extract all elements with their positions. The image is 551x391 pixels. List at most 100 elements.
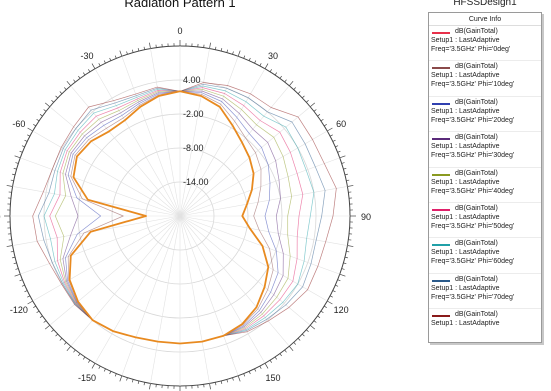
angle-tick (63, 342, 67, 345)
legend-entry: dB(GainTotal) Setup1 : LastAdaptive Freq='… (429, 203, 541, 239)
angle-tick (306, 329, 309, 333)
legend-entry-freq: Freq='3.5GHz' Phi='60deg' (431, 258, 515, 266)
angle-tick (337, 279, 341, 282)
legend-swatch (432, 102, 450, 105)
legend-entry-setup: Setup1 : LastAdaptive (431, 37, 500, 44)
angle-tick (320, 118, 324, 122)
legend-entry: dB(GainTotal) Setup1 : LastAdaptive Freq='… (429, 274, 541, 310)
angle-tick (13, 167, 17, 170)
angle-tick (66, 346, 71, 352)
angle-tick (243, 55, 246, 59)
angle-tick (27, 300, 33, 305)
angle-tick (109, 57, 112, 61)
angle-spoke (49, 215, 181, 326)
legend-entry-name: dB(GainTotal) (455, 63, 498, 71)
angle-tick (269, 359, 272, 363)
series-curve-9 (68, 90, 270, 345)
angle-tick (55, 95, 58, 99)
legend-entry-name: dB(GainTotal) (455, 98, 498, 106)
legend-entry-setup: Setup1 : LastAdaptive (431, 72, 500, 80)
angle-spoke (179, 68, 266, 217)
angle-spoke (150, 215, 181, 384)
legend-entry-freq: Freq='3.5GHz' Phi='50deg' (431, 222, 515, 230)
angle-tick (103, 60, 106, 64)
angle-spoke (179, 215, 266, 364)
angle-tick (310, 325, 316, 330)
angle-tick (343, 167, 347, 170)
angle-tick (279, 353, 282, 357)
angle-spoke (94, 68, 181, 217)
legend-entry: dB(GainTotal) Setup1 : LastAdaptive Freq='… (429, 26, 541, 62)
angle-tick (329, 134, 333, 137)
angle-tick (306, 99, 309, 103)
angle-tick (15, 162, 19, 164)
angle-tick (126, 377, 128, 381)
angle-tick (332, 290, 336, 293)
angle-spoke (20, 215, 181, 275)
angle-tick (109, 371, 112, 375)
angle-tick (248, 57, 251, 61)
polar-curves (32, 82, 337, 345)
angle-tick (51, 329, 54, 333)
angle-tick (82, 356, 86, 360)
angle-label: -150 (78, 373, 96, 383)
angle-tick (317, 114, 321, 117)
angle-tick (88, 359, 91, 363)
angle-tick (327, 300, 333, 305)
angle-tick (36, 310, 40, 314)
angle-tick (137, 380, 140, 384)
angle-tick (259, 365, 262, 369)
angle-spoke (179, 215, 239, 376)
legend-entry-setup: Setup1 : LastAdaptive (431, 107, 500, 115)
angle-spoke (32, 130, 181, 217)
angle-tick (143, 46, 145, 50)
angle-tick (21, 284, 25, 287)
legend-swatch (432, 208, 450, 211)
angle-spoke (94, 215, 181, 364)
legend-list: dB(GainTotal) Setup1 : LastAdaptive Freq='… (429, 26, 541, 342)
angle-tick (10, 179, 14, 181)
angle-tick (332, 139, 336, 142)
angle-tick (19, 150, 23, 153)
legend-entry-setup: Setup1 : LastAdaptive (431, 284, 500, 292)
legend-entry: dB(GainTotal) Setup1 : LastAdaptive Freq='… (429, 61, 541, 97)
angle-spoke (179, 48, 210, 217)
angle-tick (243, 373, 246, 377)
angle-tick (347, 185, 354, 187)
angle-spoke (179, 215, 290, 347)
legend-entry: dB(GainTotal) Setup1 : LastAdaptive Freq='… (429, 132, 541, 168)
angle-tick (131, 49, 134, 53)
angle-label: -120 (10, 305, 28, 315)
radial-tick-label: 4.00 (183, 75, 201, 85)
angle-tick (327, 127, 333, 132)
angle-spoke (32, 215, 181, 302)
angle-tick (259, 63, 262, 67)
angle-tick (78, 75, 81, 79)
angle-spoke (179, 215, 210, 384)
legend-header: Curve Info (429, 13, 541, 26)
angle-tick (55, 333, 58, 337)
angle-tick (215, 382, 217, 386)
angle-tick (302, 333, 305, 337)
angle-tick (215, 46, 217, 50)
angle-tick (59, 338, 63, 341)
angle-tick (137, 48, 140, 52)
angle-tick (27, 295, 31, 298)
legend-swatch (432, 279, 450, 282)
angle-tick (232, 377, 234, 381)
chart-title: Radiation Pattern 1 (124, 0, 236, 10)
design-name: HFSSDesign1 (453, 0, 517, 8)
angle-spoke (179, 215, 348, 246)
angle-tick (126, 51, 128, 55)
angle-label: 150 (265, 373, 280, 383)
angle-tick (51, 99, 54, 103)
angle-tick (293, 87, 297, 90)
legend-entry-setup: Setup1 : LastAdaptive (431, 143, 500, 151)
angle-label: 30 (268, 51, 278, 61)
angle-tick (149, 42, 151, 49)
angle-spoke (179, 215, 311, 326)
legend-entry: dB(GainTotal) Setup1 : LastAdaptive Freq='… (429, 238, 541, 274)
angle-tick (297, 91, 301, 94)
angle-label: -30 (80, 51, 93, 61)
angle-tick (103, 368, 106, 372)
